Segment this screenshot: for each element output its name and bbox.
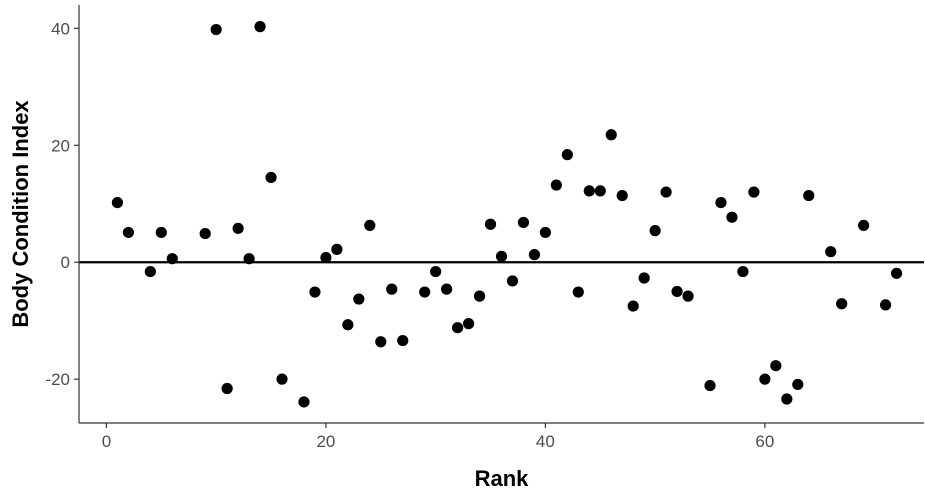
data-point	[616, 189, 628, 202]
y-tick-label: 40	[51, 19, 70, 38]
x-axis-ticks: 0 20 40 60	[102, 423, 774, 451]
data-point	[397, 334, 409, 347]
data-point	[890, 267, 903, 279]
data-point	[506, 275, 519, 287]
data-point	[572, 286, 584, 298]
data-point	[737, 265, 749, 278]
data-point	[375, 336, 387, 348]
data-point	[364, 219, 376, 231]
data-point	[342, 319, 354, 331]
data-point	[495, 250, 508, 262]
data-point	[594, 185, 606, 197]
data-point	[682, 290, 694, 302]
data-point	[539, 226, 551, 239]
y-tick-label: 20	[51, 136, 70, 155]
data-point	[419, 286, 431, 298]
data-point	[825, 246, 837, 258]
data-point	[452, 322, 464, 334]
data-point	[122, 226, 134, 239]
data-point	[276, 373, 288, 385]
data-point	[715, 197, 727, 209]
data-point	[704, 379, 716, 392]
data-point	[550, 179, 562, 191]
data-point	[660, 186, 672, 198]
data-point	[155, 226, 167, 239]
data-point	[748, 186, 760, 198]
data-point	[265, 171, 277, 184]
data-point	[243, 253, 255, 265]
data-point	[528, 249, 541, 261]
data-point	[759, 373, 771, 385]
data-point	[331, 243, 343, 255]
y-tick-label: -20	[45, 370, 70, 389]
data-point	[517, 216, 530, 229]
data-point	[353, 293, 365, 305]
data-point	[858, 219, 870, 231]
data-point	[726, 211, 738, 223]
data-points	[111, 21, 903, 408]
data-point	[111, 197, 124, 209]
data-point	[879, 299, 892, 311]
x-tick-label: 60	[755, 432, 774, 451]
data-point	[803, 189, 815, 202]
data-point	[770, 360, 782, 372]
data-point	[605, 129, 617, 141]
x-tick-label: 20	[316, 432, 335, 451]
data-point	[254, 21, 266, 33]
data-point	[221, 382, 233, 395]
data-point	[232, 222, 244, 234]
data-point	[561, 149, 573, 161]
data-point	[210, 23, 222, 36]
data-point	[473, 290, 486, 302]
data-point	[298, 396, 310, 408]
data-point	[484, 218, 497, 230]
x-tick-label: 40	[536, 432, 555, 451]
data-point	[638, 272, 650, 284]
x-axis-title: Rank	[475, 466, 530, 491]
data-point	[462, 318, 475, 330]
data-point	[836, 298, 848, 310]
y-axis-ticks: -20 0 20 40	[45, 19, 79, 389]
data-point	[583, 185, 595, 197]
data-point	[430, 265, 442, 278]
y-tick-label: 0	[61, 253, 70, 272]
data-point	[166, 253, 178, 265]
data-point	[199, 227, 211, 240]
data-point	[792, 378, 804, 391]
data-point	[320, 251, 332, 264]
data-point	[144, 265, 156, 278]
data-point	[671, 285, 683, 298]
data-point	[649, 225, 661, 237]
data-point	[627, 300, 639, 312]
data-point	[386, 283, 398, 295]
data-point	[781, 393, 793, 405]
data-point	[309, 286, 321, 298]
data-point	[441, 283, 453, 295]
y-axis-title: Body Condition Index	[8, 100, 33, 328]
x-tick-label: 0	[102, 432, 111, 451]
